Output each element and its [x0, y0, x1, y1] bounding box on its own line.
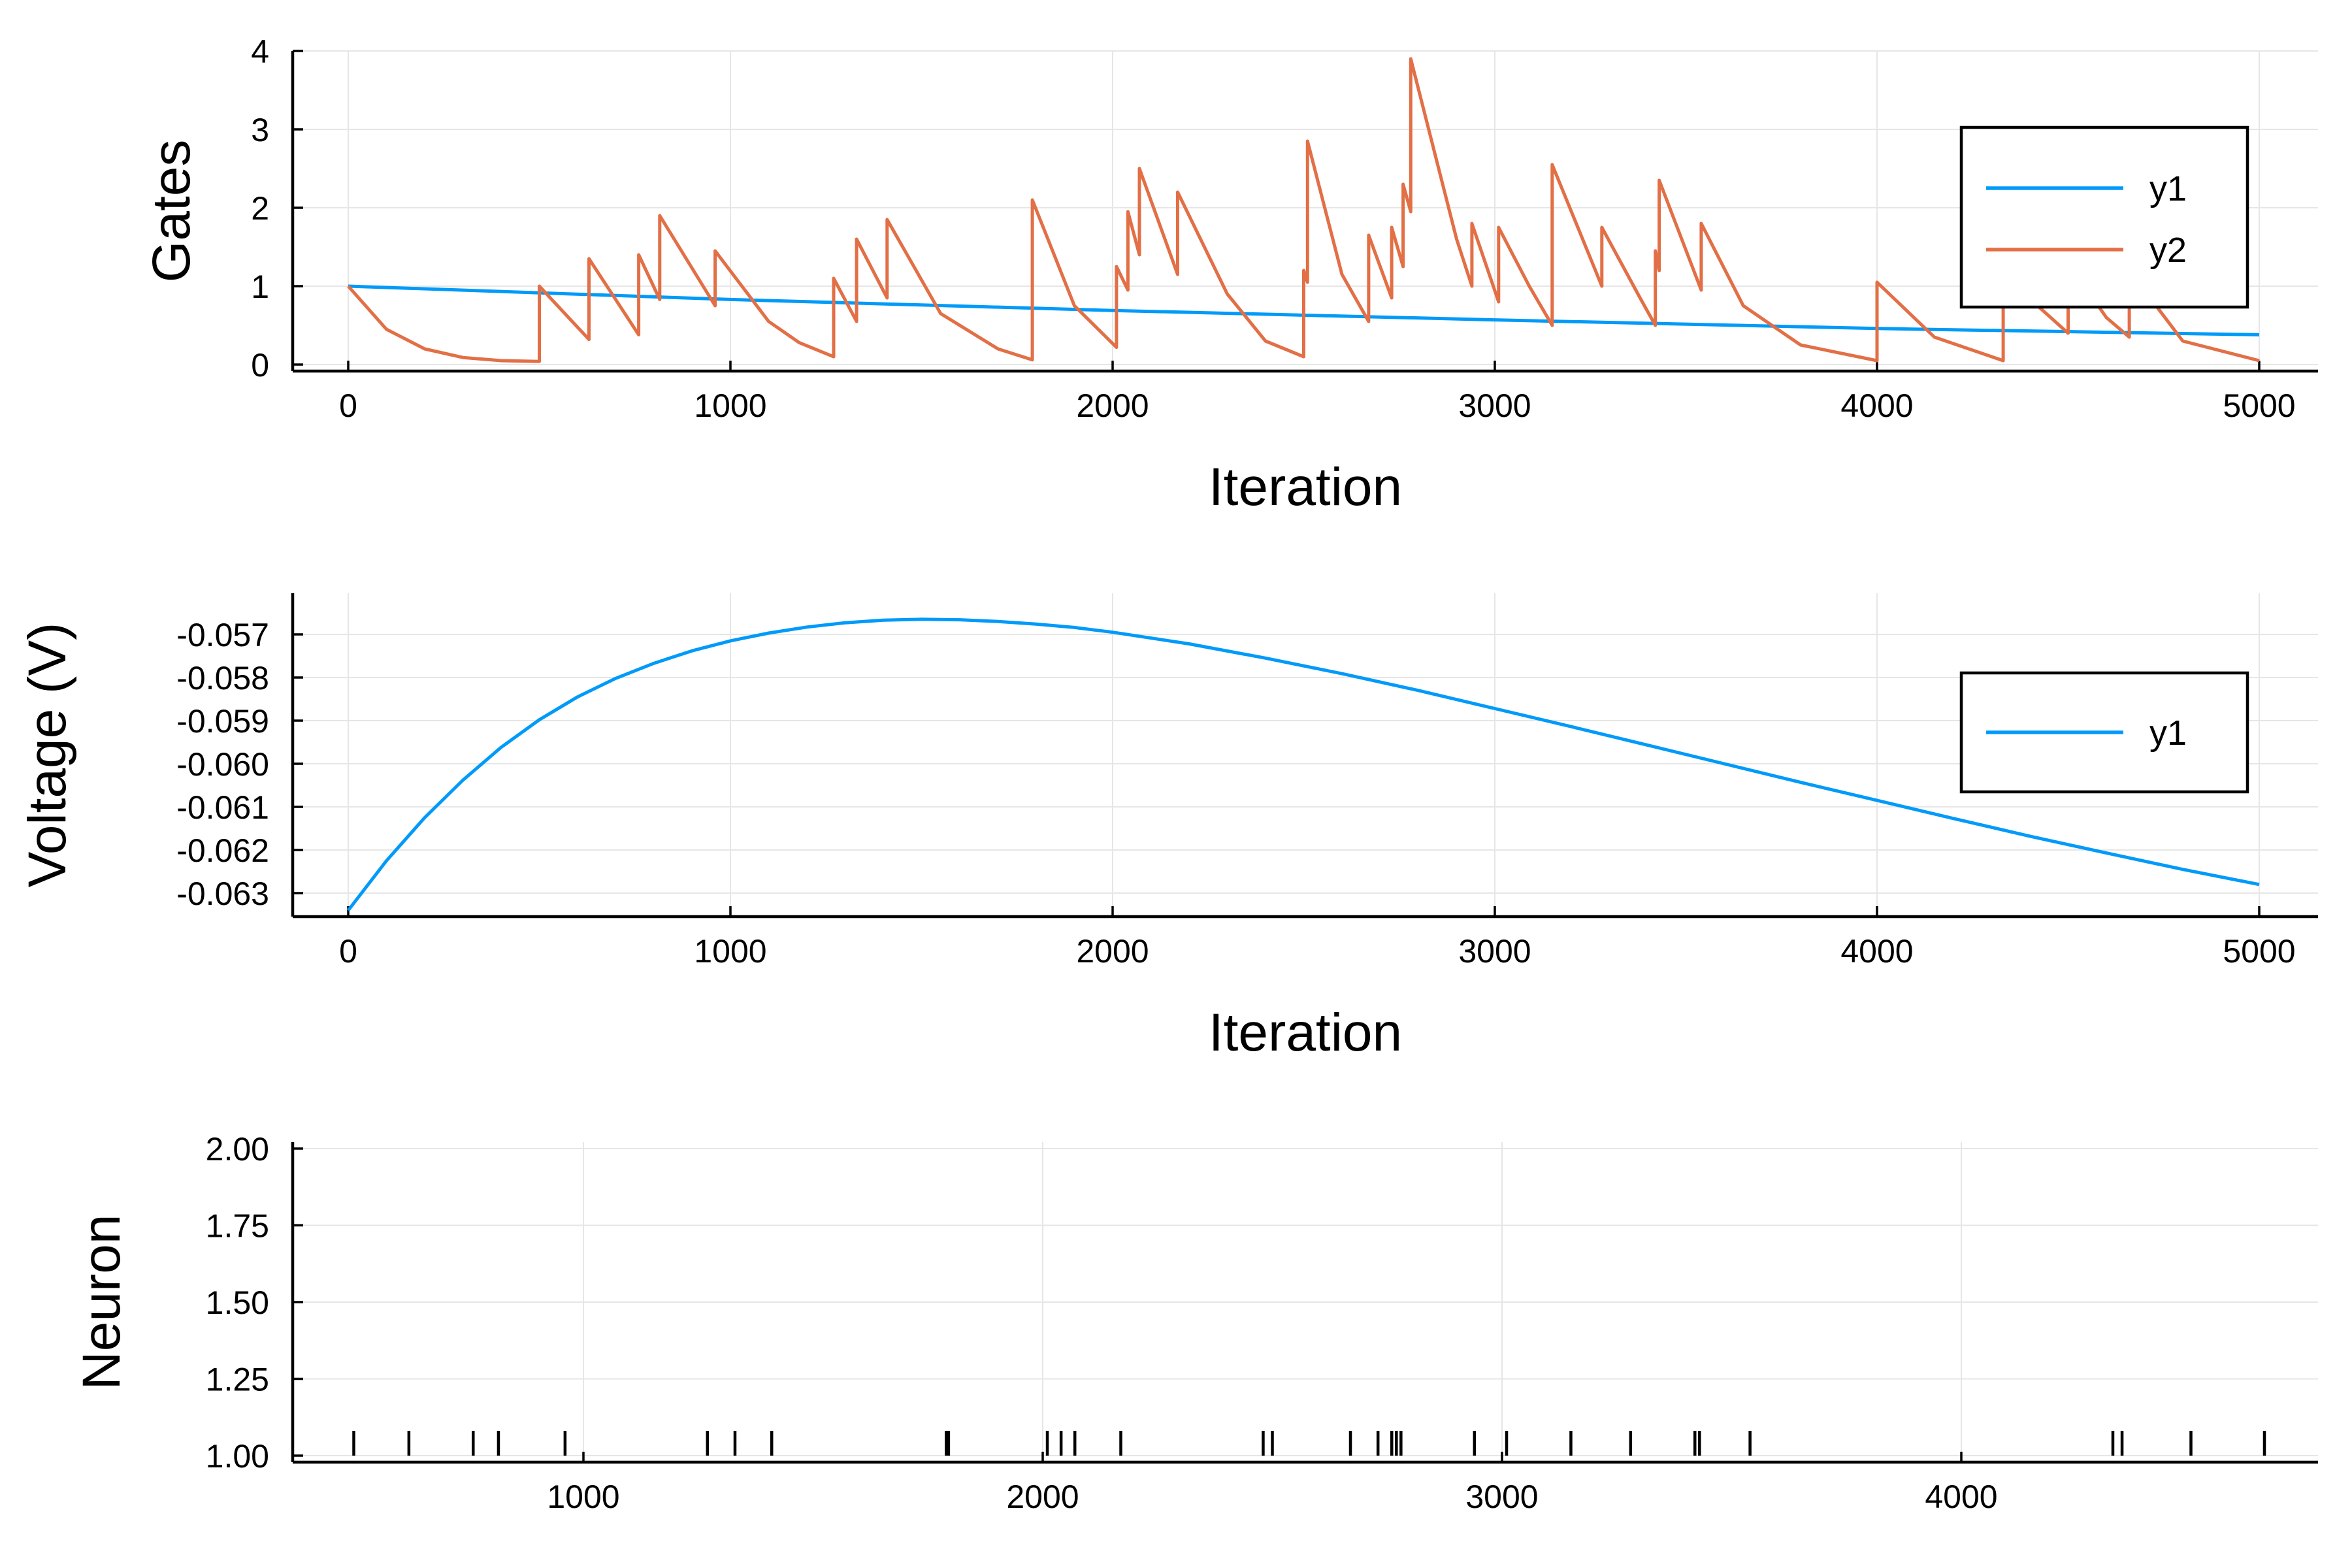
y-tick-label: -0.057 [176, 617, 269, 653]
x-tick-label: 4000 [1840, 387, 1913, 424]
gates-panel: 0 1000 2000 3000 4000 5000 0 1 2 3 4 Iteration Gates… [142, 33, 2318, 517]
x-tick-label: 0 [339, 933, 357, 970]
y-tick-label: -0.060 [176, 746, 269, 783]
voltage-panel: 0 1000 2000 3000 4000 5000 -0.057 -0.058 -0.059 -… [18, 593, 2318, 1062]
x-tick-label: 3000 [1465, 1478, 1538, 1515]
y-tick-label: 0 [251, 347, 269, 384]
y-tick-label: -0.061 [176, 789, 269, 826]
x-tick-label: 1000 [547, 1478, 619, 1515]
x-tick-label: 1000 [694, 933, 766, 970]
series-line-y1 [347, 617, 2260, 911]
x-tick-label: 4000 [1840, 933, 1913, 970]
x-axis-label: Iteration [1209, 1003, 1402, 1062]
y-tick-label: 1.75 [206, 1208, 269, 1245]
legend-label-y1: y1 [2149, 169, 2187, 208]
x-tick-label: 3000 [1458, 933, 1531, 970]
y-tick-label: -0.059 [176, 703, 269, 740]
x-axis-label: Iteration [1209, 457, 1402, 517]
y-tick-label: 2.00 [206, 1131, 269, 1168]
y-axis-label: Gates [142, 140, 201, 283]
y-tick-label: 4 [251, 33, 269, 70]
y-tick-label: -0.063 [176, 875, 269, 912]
y-tick-label: -0.058 [176, 660, 269, 696]
y-axis-label: Neuron [72, 1215, 131, 1390]
neuron-raster-panel: 1000 2000 3000 4000 1.00 1.25 1.50 1.75 2.00 Neur… [72, 1131, 2318, 1515]
y-tick-label: -0.062 [176, 832, 269, 869]
x-tick-label: 5000 [2223, 933, 2295, 970]
y-tick-label: 2 [251, 190, 269, 227]
y-axis-label: Voltage (V) [18, 623, 77, 888]
x-tick-label: 2000 [1076, 933, 1149, 970]
x-tick-label: 3000 [1458, 387, 1531, 424]
legend-label-y1: y1 [2149, 713, 2187, 753]
x-tick-label: 0 [339, 387, 357, 424]
x-tick-label: 1000 [694, 387, 766, 424]
x-tick-label: 4000 [1925, 1478, 1997, 1515]
y-tick-label: 3 [251, 112, 269, 148]
x-tick-label: 5000 [2223, 387, 2295, 424]
series-line-y2 [347, 57, 2260, 363]
x-tick-label: 2000 [1006, 1478, 1079, 1515]
y-tick-label: 1 [251, 269, 269, 305]
legend-label-y2: y2 [2149, 231, 2187, 270]
y-tick-label: 1.00 [206, 1438, 269, 1475]
y-tick-label: 1.50 [206, 1284, 269, 1321]
y-tick-label: 1.25 [206, 1362, 269, 1398]
legend-box [1959, 125, 2249, 309]
x-tick-label: 2000 [1076, 387, 1149, 424]
